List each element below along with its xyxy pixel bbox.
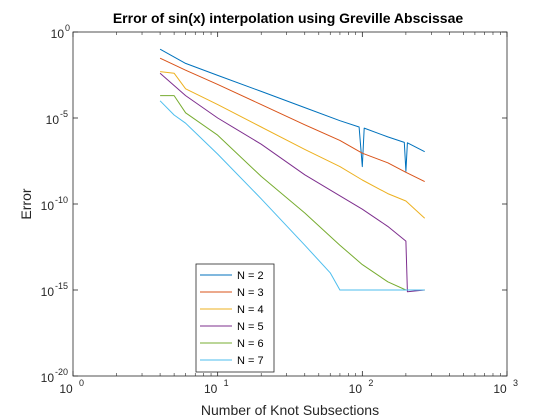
x-tick-exponent: 0 [79, 378, 84, 388]
legend-entry-label: N = 7 [237, 355, 264, 367]
x-axis-label: Number of Knot Subsections [201, 402, 379, 418]
chart-title: Error of sin(x) interpolation using Grev… [113, 10, 464, 26]
legend-entry-label: N = 3 [237, 287, 264, 299]
legend-entry-label: N = 4 [237, 304, 264, 316]
y-tick-exponent: -5 [60, 109, 68, 119]
x-tick-label: 10 [349, 382, 363, 396]
legend-entry-label: N = 2 [237, 270, 264, 282]
x-tick-label: 10 [204, 382, 218, 396]
series-line-n2 [159, 48, 425, 172]
x-tick-exponent: 2 [368, 378, 373, 388]
x-tick-label: 10 [59, 382, 73, 396]
y-tick-exponent: 0 [65, 23, 70, 33]
y-tick-exponent: -20 [55, 367, 68, 377]
y-tick-label: 10 [41, 371, 55, 385]
legend-entry-label: N = 6 [237, 338, 264, 350]
y-tick-exponent: -15 [55, 281, 68, 291]
series-line-n4 [160, 71, 426, 219]
y-tick-label: 10 [51, 27, 65, 41]
x-tick-label: 10 [493, 382, 507, 396]
legend-entry-label: N = 5 [237, 321, 264, 333]
y-tick-exponent: -10 [55, 195, 68, 205]
series-line-n5 [159, 72, 425, 293]
legend-box [195, 263, 275, 373]
x-tick-exponent: 3 [513, 378, 518, 388]
y-axis-label: Error [18, 188, 34, 219]
x-tick-exponent: 1 [224, 378, 229, 388]
series-line-n3 [159, 57, 425, 183]
series-line-n6 [160, 95, 425, 291]
y-tick-label: 10 [41, 199, 55, 213]
y-tick-label: 10 [46, 113, 60, 127]
series-line-n7 [159, 100, 425, 291]
y-tick-label: 10 [41, 285, 55, 299]
plot-area-box [72, 31, 508, 377]
